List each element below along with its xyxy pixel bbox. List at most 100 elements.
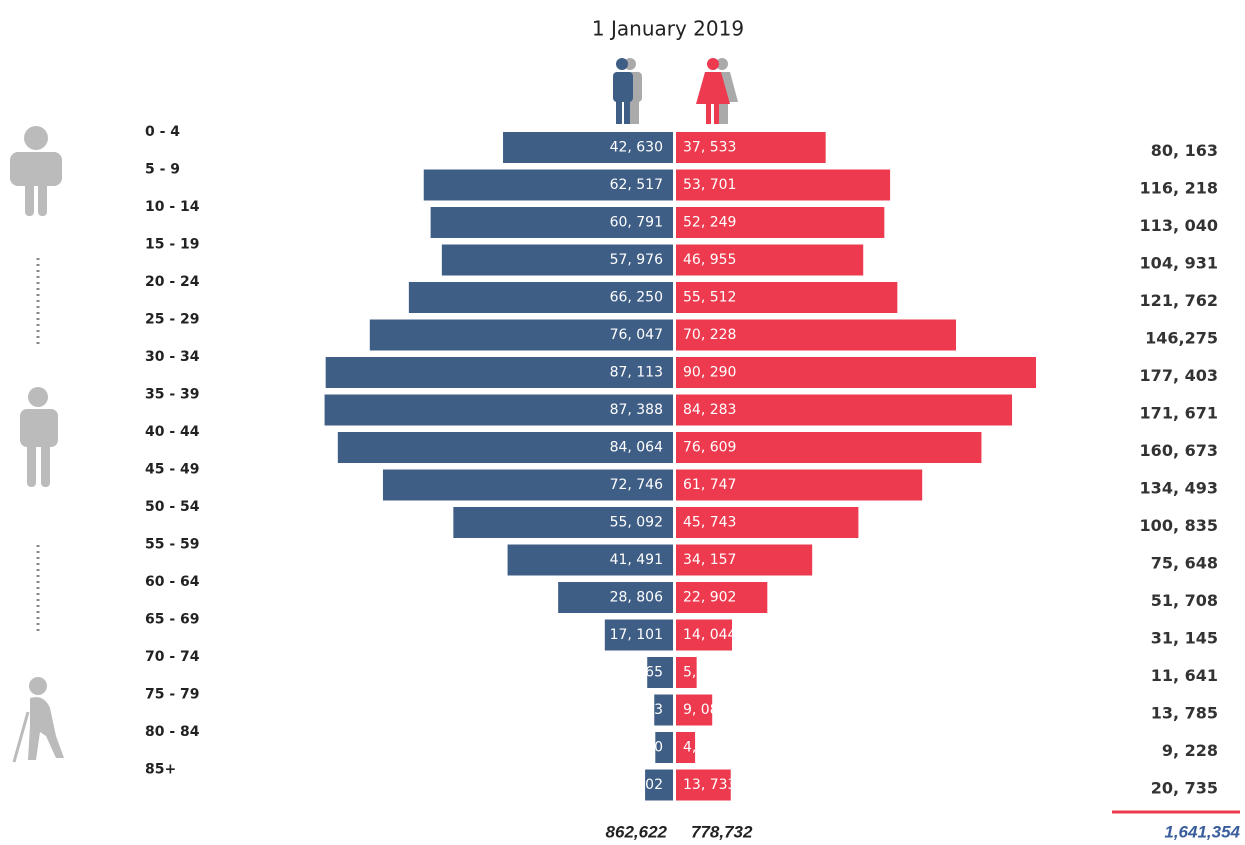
male-value-label: 17, 101	[610, 627, 663, 643]
female-value-label: 14, 044	[683, 627, 737, 643]
female-value-label: 53, 701	[683, 177, 736, 193]
male-bar	[325, 357, 673, 388]
total-label: 177, 403	[1140, 366, 1218, 385]
male-bar	[430, 207, 673, 238]
male-value-label: 55, 092	[610, 515, 663, 531]
age-label: 50 - 54	[145, 499, 200, 515]
male-value-label: 87, 388	[610, 402, 663, 418]
total-label: 113, 040	[1140, 216, 1218, 235]
total-label: 31, 145	[1151, 629, 1218, 648]
female-bar	[676, 132, 826, 163]
male-grand-total: 862,622	[606, 822, 668, 841]
age-label: 35 - 39	[145, 387, 200, 403]
male-value-label: 28, 806	[610, 590, 664, 606]
female-grand-total: 778,732	[691, 822, 753, 841]
female-bar	[676, 694, 713, 726]
female-bar	[676, 207, 885, 238]
male-bar	[382, 469, 673, 501]
total-label: 104, 931	[1140, 254, 1218, 273]
total-label: 160, 673	[1140, 441, 1218, 460]
age-label: 10 - 14	[145, 199, 200, 215]
female-value-label: 55, 512	[683, 290, 736, 306]
female-value-label: 61, 747	[683, 477, 736, 493]
female-value-label: 5, 176	[683, 665, 728, 681]
age-label: 70 - 74	[145, 649, 200, 665]
female-value-label: 37, 533	[683, 140, 736, 156]
age-label: 45 - 49	[145, 462, 200, 478]
female-value-label: 13, 733	[683, 777, 736, 793]
age-label: 40 - 44	[145, 424, 200, 440]
total-label: 80, 163	[1151, 141, 1218, 160]
male-bar	[655, 732, 673, 763]
female-bar	[676, 394, 1013, 426]
female-value-label: 84, 283	[683, 402, 736, 418]
female-value-label: 46, 955	[683, 252, 736, 268]
age-label: 20 - 24	[145, 274, 200, 290]
age-label: 55 - 59	[145, 537, 200, 553]
male-bar	[369, 319, 673, 351]
total-label: 11, 641	[1151, 666, 1218, 685]
age-icons	[10, 126, 64, 763]
female-icon	[696, 58, 738, 124]
male-value-label: 60, 791	[610, 215, 663, 231]
female-value-label: 45, 743	[683, 515, 736, 531]
female-bar	[676, 282, 898, 313]
female-bar	[676, 469, 923, 501]
female-value-label: 52, 249	[683, 215, 736, 231]
female-bar	[676, 432, 982, 463]
male-bar	[507, 544, 673, 576]
male-value-label: 87, 113	[610, 365, 663, 381]
chart-title: 1 January 2019	[592, 17, 744, 41]
male-bar	[337, 432, 673, 463]
male-value-label: 41, 491	[610, 552, 663, 568]
female-bar	[676, 582, 768, 613]
female-value-label: 90, 290	[683, 365, 736, 381]
age-label: 30 - 34	[145, 349, 200, 365]
age-label: 25 - 29	[145, 312, 200, 328]
male-bar	[423, 169, 673, 201]
female-bar	[676, 169, 891, 201]
male-icon	[613, 58, 642, 124]
male-bar	[604, 619, 673, 651]
female-bar	[676, 769, 731, 801]
total-label: 9, 228	[1162, 741, 1218, 760]
female-bar	[676, 619, 732, 651]
total-label: 20, 735	[1151, 779, 1218, 798]
total-label: 146,275	[1145, 329, 1218, 348]
male-value-label: 42, 630	[610, 140, 663, 156]
male-bar	[645, 769, 673, 801]
total-label: 100, 835	[1140, 516, 1218, 535]
age-label: 85+	[145, 762, 176, 778]
male-value-label: 4, 703	[618, 702, 663, 718]
total-label: 121, 762	[1140, 291, 1218, 310]
male-bar	[503, 132, 673, 163]
female-bar	[676, 732, 696, 763]
age-label: 5 - 9	[145, 162, 180, 178]
total-label: 51, 708	[1151, 591, 1218, 610]
female-bar	[676, 507, 859, 538]
male-value-label: 72, 746	[610, 477, 664, 493]
total-label: 134, 493	[1140, 479, 1218, 498]
male-value-label: 4, 440	[618, 740, 663, 756]
female-value-label: 34, 157	[683, 552, 736, 568]
age-label: 15 - 19	[145, 237, 200, 253]
total-label: 116, 218	[1140, 179, 1218, 198]
age-label: 0 - 4	[145, 124, 180, 140]
male-value-label: 6, 465	[618, 665, 663, 681]
age-label: 60 - 64	[145, 574, 200, 590]
age-label: 75 - 79	[145, 687, 200, 703]
age-label: 80 - 84	[145, 724, 200, 740]
female-bar	[676, 544, 813, 576]
male-value-label: 66, 250	[610, 290, 663, 306]
age-label: 65 - 69	[145, 612, 200, 628]
female-value-label: 9, 082	[683, 702, 728, 718]
male-value-label: 84, 064	[610, 440, 664, 456]
male-bar	[324, 394, 673, 426]
male-bar	[453, 507, 673, 538]
female-bar	[676, 244, 864, 276]
male-bar	[647, 657, 673, 688]
male-bar	[558, 582, 673, 613]
grand-total: 1,641,354	[1164, 822, 1240, 841]
female-bar	[676, 319, 957, 351]
